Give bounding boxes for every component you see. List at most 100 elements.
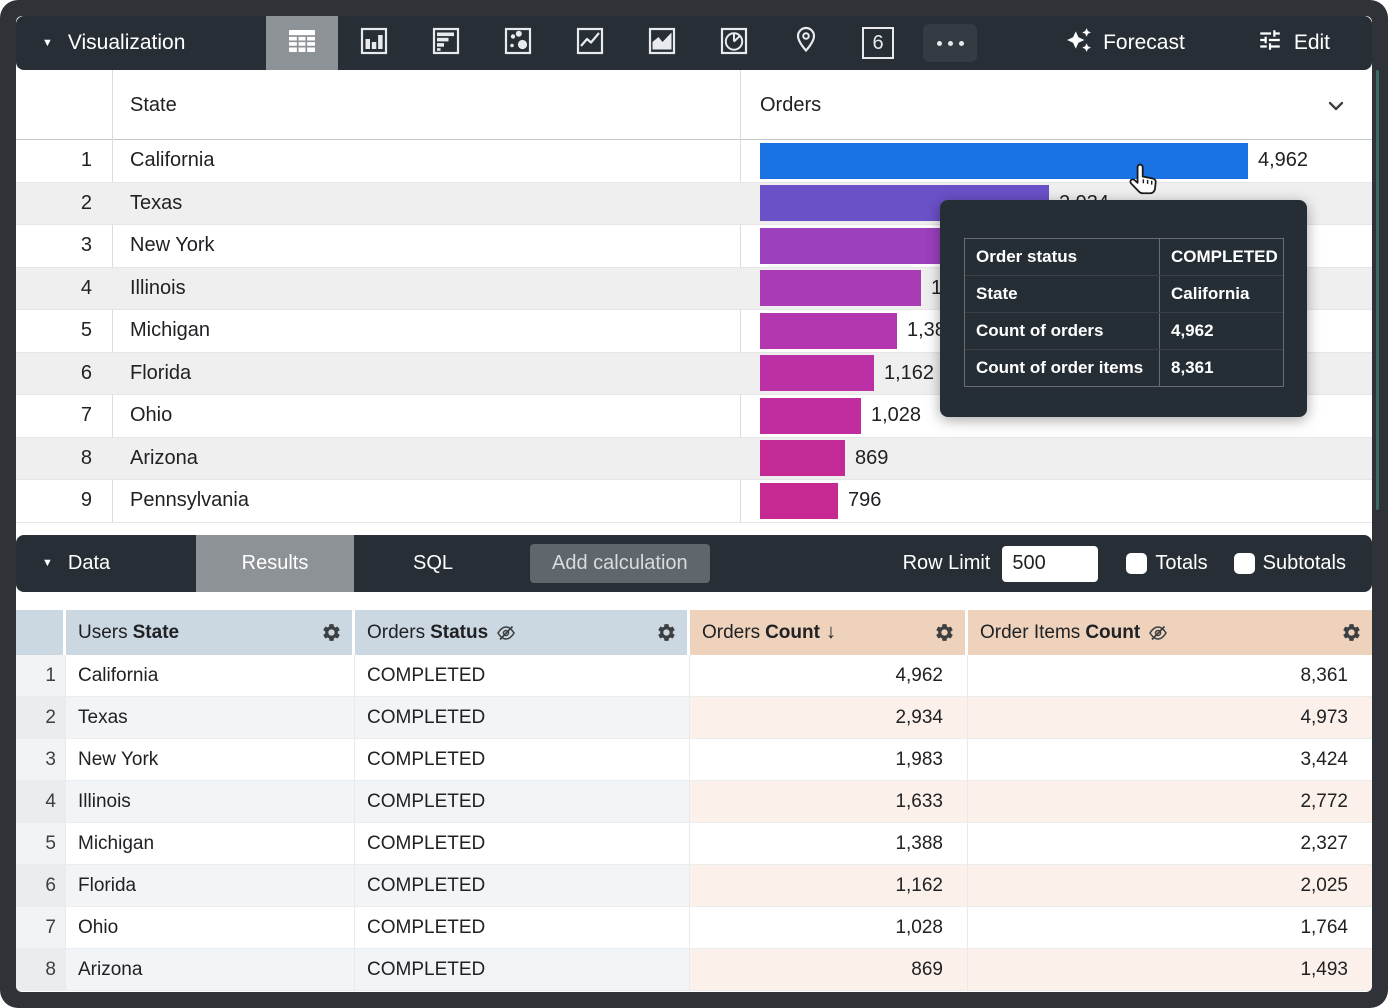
orders-bar[interactable] xyxy=(760,270,921,307)
bar-value-label: 1,162 xyxy=(884,361,935,384)
forecast-button[interactable]: Forecast xyxy=(1066,27,1185,59)
map-viz-button[interactable] xyxy=(770,16,842,70)
status-cell: COMPLETED xyxy=(355,907,690,948)
header-orders-status[interactable]: Orders Status xyxy=(355,610,690,655)
single-value-viz-button[interactable]: 6 xyxy=(842,16,914,70)
header-name: Status xyxy=(430,621,489,643)
status-cell: COMPLETED xyxy=(355,655,690,696)
tooltip-value: 4,962 xyxy=(1171,321,1214,340)
chart-row: 5 Michigan 1,388 xyxy=(16,310,1372,353)
state-cell: California xyxy=(66,655,355,696)
app-content: ▼ Visualization xyxy=(16,16,1372,992)
tooltip-value: California xyxy=(1171,284,1250,303)
items-count-cell: 8,361 xyxy=(1300,665,1348,686)
row-number-cell: 3 xyxy=(16,739,66,780)
status-cell: COMPLETED xyxy=(355,823,690,864)
row-number: 5 xyxy=(80,319,92,341)
row-number-cell: 1 xyxy=(16,655,66,696)
tooltip-label: Order status xyxy=(965,239,1160,275)
forecast-label: Forecast xyxy=(1103,31,1185,54)
area-chart-icon xyxy=(644,23,680,64)
status-cell: COMPLETED xyxy=(355,865,690,906)
items-count-cell: 2,025 xyxy=(968,865,1372,906)
gear-icon[interactable] xyxy=(321,622,342,643)
chart-scrollbar[interactable] xyxy=(1376,70,1379,510)
chart-row: 1 California 4,962 xyxy=(16,140,1372,183)
more-viz-button[interactable] xyxy=(914,16,986,70)
state-cell: Arizona xyxy=(130,446,198,469)
totals-checkbox[interactable] xyxy=(1126,553,1148,574)
table-row: 1 California COMPLETED 4,962 8,361 xyxy=(16,655,1372,697)
row-number-header xyxy=(16,610,66,655)
state-cell: New York xyxy=(130,234,215,256)
header-users-state[interactable]: Users State xyxy=(66,610,355,655)
chart-state-column-header: State xyxy=(130,93,177,116)
row-number: 1 xyxy=(80,149,92,171)
header-order-items-count[interactable]: Order Items Count xyxy=(968,610,1372,655)
subtotals-checkbox[interactable] xyxy=(1233,553,1255,574)
column-chart-viz-button[interactable] xyxy=(338,16,410,70)
orders-bar[interactable] xyxy=(760,227,955,264)
gear-icon[interactable] xyxy=(934,622,955,643)
bar-value-label: 796 xyxy=(848,489,882,512)
table-icon xyxy=(284,23,320,64)
orders-count-cell: 1,028 xyxy=(690,907,968,948)
orders-count-cell: 1,633 xyxy=(690,781,968,822)
gear-icon[interactable] xyxy=(656,622,677,643)
row-number: 7 xyxy=(80,404,92,426)
orders-count-cell: 4,962 xyxy=(690,655,968,696)
orders-bar[interactable] xyxy=(760,440,845,477)
row-number-cell: 5 xyxy=(16,823,66,864)
state-cell: Pennsylvania xyxy=(130,489,249,511)
bar-chart-icon xyxy=(428,23,464,64)
state-cell: Texas xyxy=(66,697,355,738)
state-cell: Florida xyxy=(130,361,192,384)
state-cell: Florida xyxy=(66,865,355,906)
table-viz-button[interactable] xyxy=(266,16,338,70)
row-limit-input[interactable] xyxy=(1002,545,1099,582)
chevron-down-icon[interactable] xyxy=(1324,94,1348,124)
row-number-cell: 8 xyxy=(16,949,66,990)
subtotals-label: Subtotals xyxy=(1262,552,1346,574)
scatter-viz-button[interactable] xyxy=(482,16,554,70)
row-number-cell: 7 xyxy=(16,907,66,948)
sparkle-icon xyxy=(1066,27,1092,59)
area-chart-viz-button[interactable] xyxy=(626,16,698,70)
add-calculation-button[interactable]: Add calculation xyxy=(530,544,710,583)
tooltip-table: Order status COMPLETED State California … xyxy=(964,238,1284,387)
orders-bar[interactable] xyxy=(760,142,1248,179)
visualization-toolbar: ▼ Visualization xyxy=(16,16,1372,70)
tab-sql[interactable]: SQL xyxy=(412,552,454,574)
bar-value-label: 869 xyxy=(855,446,889,469)
row-number: 9 xyxy=(80,489,92,511)
items-count-cell: 2,327 xyxy=(1300,833,1348,854)
header-prefix: Users xyxy=(78,621,128,643)
table-row: 3 New York COMPLETED 1,983 3,424 xyxy=(16,739,1372,781)
status-cell: COMPLETED xyxy=(355,697,690,738)
tab-results[interactable]: Results xyxy=(196,535,354,592)
orders-bar[interactable] xyxy=(760,312,897,349)
state-cell: Arizona xyxy=(66,949,355,990)
line-chart-viz-button[interactable] xyxy=(554,16,626,70)
pie-chart-viz-button[interactable] xyxy=(698,16,770,70)
header-prefix: Orders xyxy=(367,621,426,643)
bar-chart-viz-button[interactable] xyxy=(410,16,482,70)
results-grid-header: Users State Orders Status xyxy=(16,610,1372,655)
orders-bar[interactable] xyxy=(760,397,861,434)
table-row: 4 Illinois COMPLETED 1,633 2,772 xyxy=(16,781,1372,823)
row-number-cell: 6 xyxy=(16,865,66,906)
state-cell: Illinois xyxy=(130,276,186,299)
edit-button[interactable]: Edit xyxy=(1257,27,1330,59)
gear-icon[interactable] xyxy=(1341,622,1362,643)
orders-bar[interactable] xyxy=(760,482,838,519)
chart-orders-column-header: Orders xyxy=(760,93,822,116)
row-number: 3 xyxy=(80,234,92,256)
tooltip-label: Count of order items xyxy=(965,350,1160,386)
row-number: 4 xyxy=(80,276,92,299)
edit-label: Edit xyxy=(1293,31,1330,54)
data-menu[interactable]: ▼ Data xyxy=(16,552,196,575)
table-row: 6 Florida COMPLETED 1,162 2,025 xyxy=(16,865,1372,907)
header-orders-count[interactable]: Orders Count ↓ xyxy=(690,610,968,655)
visualization-menu[interactable]: ▼ Visualization xyxy=(16,31,266,55)
orders-bar[interactable] xyxy=(760,355,874,392)
